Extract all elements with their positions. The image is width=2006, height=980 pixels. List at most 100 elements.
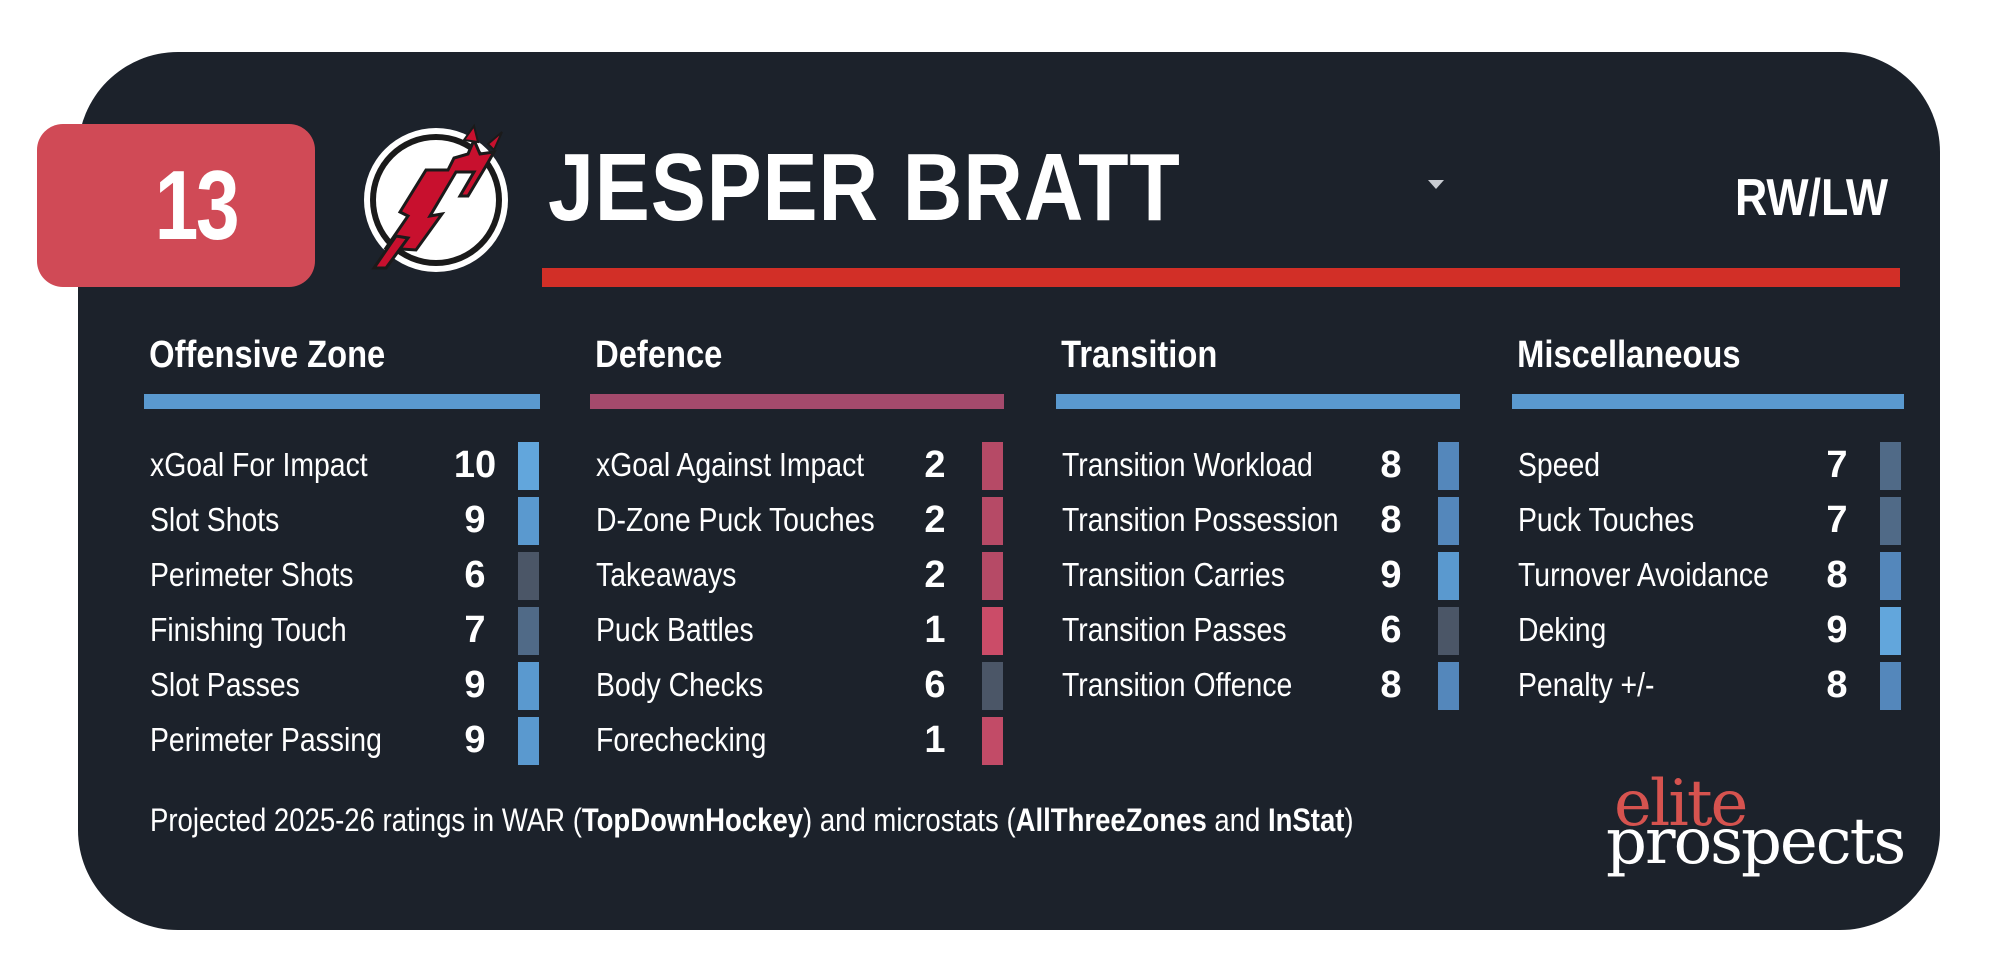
stat-value: 6 bbox=[1380, 609, 1402, 651]
stat-swatch bbox=[982, 607, 1003, 655]
stat-label: Turnover Avoidance bbox=[1518, 556, 1769, 593]
stat-value: 1 bbox=[924, 719, 946, 761]
stat-label: Deking bbox=[1518, 611, 1607, 648]
brand-logo-top: elite bbox=[1614, 767, 1748, 841]
jersey-number: 13 bbox=[154, 150, 240, 260]
stat-value: 2 bbox=[924, 499, 946, 541]
column-underline bbox=[590, 394, 1004, 409]
stat-label: Transition Carries bbox=[1062, 556, 1285, 593]
stat-swatch bbox=[1880, 607, 1901, 655]
stat-swatch bbox=[982, 717, 1003, 765]
stat-swatch bbox=[1438, 607, 1459, 655]
source-allthreezones: AllThreeZones bbox=[1015, 802, 1207, 838]
source-footnote: Projected 2025-26 ratings in WAR (TopDow… bbox=[150, 798, 1354, 842]
stat-value: 8 bbox=[1380, 499, 1402, 541]
stat-label: Puck Touches bbox=[1518, 501, 1695, 538]
stat-row: xGoal Against Impact 2 bbox=[590, 439, 1004, 494]
source-topdownhockey: TopDownHockey bbox=[581, 802, 804, 838]
stat-swatch bbox=[1880, 497, 1901, 545]
stat-row: D-Zone Puck Touches 2 bbox=[590, 494, 1004, 549]
column-underline bbox=[1512, 394, 1904, 409]
stat-label: Perimeter Passing bbox=[150, 721, 382, 758]
stat-swatch bbox=[1880, 662, 1901, 710]
stat-row: Takeaways 2 bbox=[590, 549, 1004, 604]
brand-logo-bottom: prospects bbox=[1606, 805, 1906, 879]
jersey-number-badge: 13 bbox=[37, 124, 315, 287]
stat-value: 6 bbox=[464, 554, 486, 596]
stat-swatch bbox=[982, 442, 1003, 490]
stat-swatch bbox=[518, 442, 539, 490]
source-instat: InStat bbox=[1267, 802, 1345, 838]
column-title: Defence bbox=[595, 334, 723, 376]
stat-value: 7 bbox=[1826, 444, 1848, 486]
stat-swatch bbox=[982, 552, 1003, 600]
column-underline bbox=[144, 394, 540, 409]
stat-label: Speed bbox=[1518, 446, 1601, 483]
stat-row: Body Checks 6 bbox=[590, 659, 1004, 714]
stat-label: Slot Shots bbox=[150, 501, 280, 538]
stat-label: Puck Battles bbox=[596, 611, 754, 648]
stat-swatch bbox=[518, 552, 539, 600]
stat-row: Puck Touches 7 bbox=[1512, 494, 1904, 549]
stat-row: Perimeter Passing 9 bbox=[144, 714, 540, 769]
stat-row: Transition Workload 8 bbox=[1056, 439, 1460, 494]
stat-row: Penalty +/- 8 bbox=[1512, 659, 1904, 714]
stat-label: D-Zone Puck Touches bbox=[596, 501, 875, 538]
stat-label: Transition Workload bbox=[1062, 446, 1313, 483]
stat-value: 8 bbox=[1826, 554, 1848, 596]
stat-value: 9 bbox=[1380, 554, 1402, 596]
stat-label: Transition Possession bbox=[1062, 501, 1339, 538]
stat-row: Transition Carries 9 bbox=[1056, 549, 1460, 604]
stat-value: 9 bbox=[1826, 609, 1848, 651]
stat-label: Finishing Touch bbox=[150, 611, 347, 648]
stat-swatch bbox=[982, 497, 1003, 545]
stat-value: 6 bbox=[924, 664, 946, 706]
stat-swatch bbox=[1880, 442, 1901, 490]
stat-value: 2 bbox=[924, 554, 946, 596]
stat-swatch bbox=[518, 497, 539, 545]
team-logo-icon bbox=[364, 123, 508, 272]
footnote-text: and bbox=[1206, 802, 1268, 838]
player-name: JESPER BRATT bbox=[548, 134, 1181, 241]
stat-value: 9 bbox=[464, 719, 486, 761]
stat-row: Finishing Touch 7 bbox=[144, 604, 540, 659]
stat-label: Body Checks bbox=[596, 666, 764, 703]
stat-label: Transition Passes bbox=[1062, 611, 1287, 648]
column-offensive-zone: Offensive Zone xGoal For Impact 10 Slot … bbox=[144, 330, 540, 769]
stat-label: Slot Passes bbox=[150, 666, 300, 703]
stat-label: xGoal Against Impact bbox=[596, 446, 865, 483]
player-position: RW/LW bbox=[1734, 169, 1888, 227]
stat-row: Forechecking 1 bbox=[590, 714, 1004, 769]
column-title: Offensive Zone bbox=[149, 334, 386, 376]
stat-row: Slot Passes 9 bbox=[144, 659, 540, 714]
stat-value: 8 bbox=[1826, 664, 1848, 706]
stat-swatch bbox=[518, 662, 539, 710]
stat-swatch bbox=[982, 662, 1003, 710]
stat-value: 9 bbox=[464, 499, 486, 541]
stat-swatch bbox=[1438, 442, 1459, 490]
stat-value: 10 bbox=[453, 444, 497, 486]
stat-label: Perimeter Shots bbox=[150, 556, 354, 593]
stat-value: 9 bbox=[464, 664, 486, 706]
column-title: Transition bbox=[1061, 334, 1218, 376]
stat-swatch bbox=[1438, 662, 1459, 710]
column-underline bbox=[1056, 394, 1460, 409]
dropdown-caret-icon[interactable] bbox=[1428, 180, 1444, 189]
footnote-text: ) and microstats ( bbox=[803, 802, 1016, 838]
stat-value: 7 bbox=[464, 609, 486, 651]
stat-label: Takeaways bbox=[596, 556, 737, 593]
stat-row: Transition Possession 8 bbox=[1056, 494, 1460, 549]
stat-row: Transition Passes 6 bbox=[1056, 604, 1460, 659]
footnote-text: ) bbox=[1344, 802, 1354, 838]
stat-label: Transition Offence bbox=[1062, 666, 1293, 703]
stat-row: Speed 7 bbox=[1512, 439, 1904, 494]
stat-row: Transition Offence 8 bbox=[1056, 659, 1460, 714]
stat-swatch bbox=[1880, 552, 1901, 600]
stat-row: xGoal For Impact 10 bbox=[144, 439, 540, 494]
stat-value: 8 bbox=[1380, 664, 1402, 706]
stat-label: Penalty +/- bbox=[1518, 666, 1655, 703]
stat-value: 1 bbox=[924, 609, 946, 651]
stat-value: 7 bbox=[1826, 499, 1848, 541]
column-transition: Transition Transition Workload 8 Transit… bbox=[1056, 330, 1460, 714]
stat-swatch bbox=[1438, 497, 1459, 545]
